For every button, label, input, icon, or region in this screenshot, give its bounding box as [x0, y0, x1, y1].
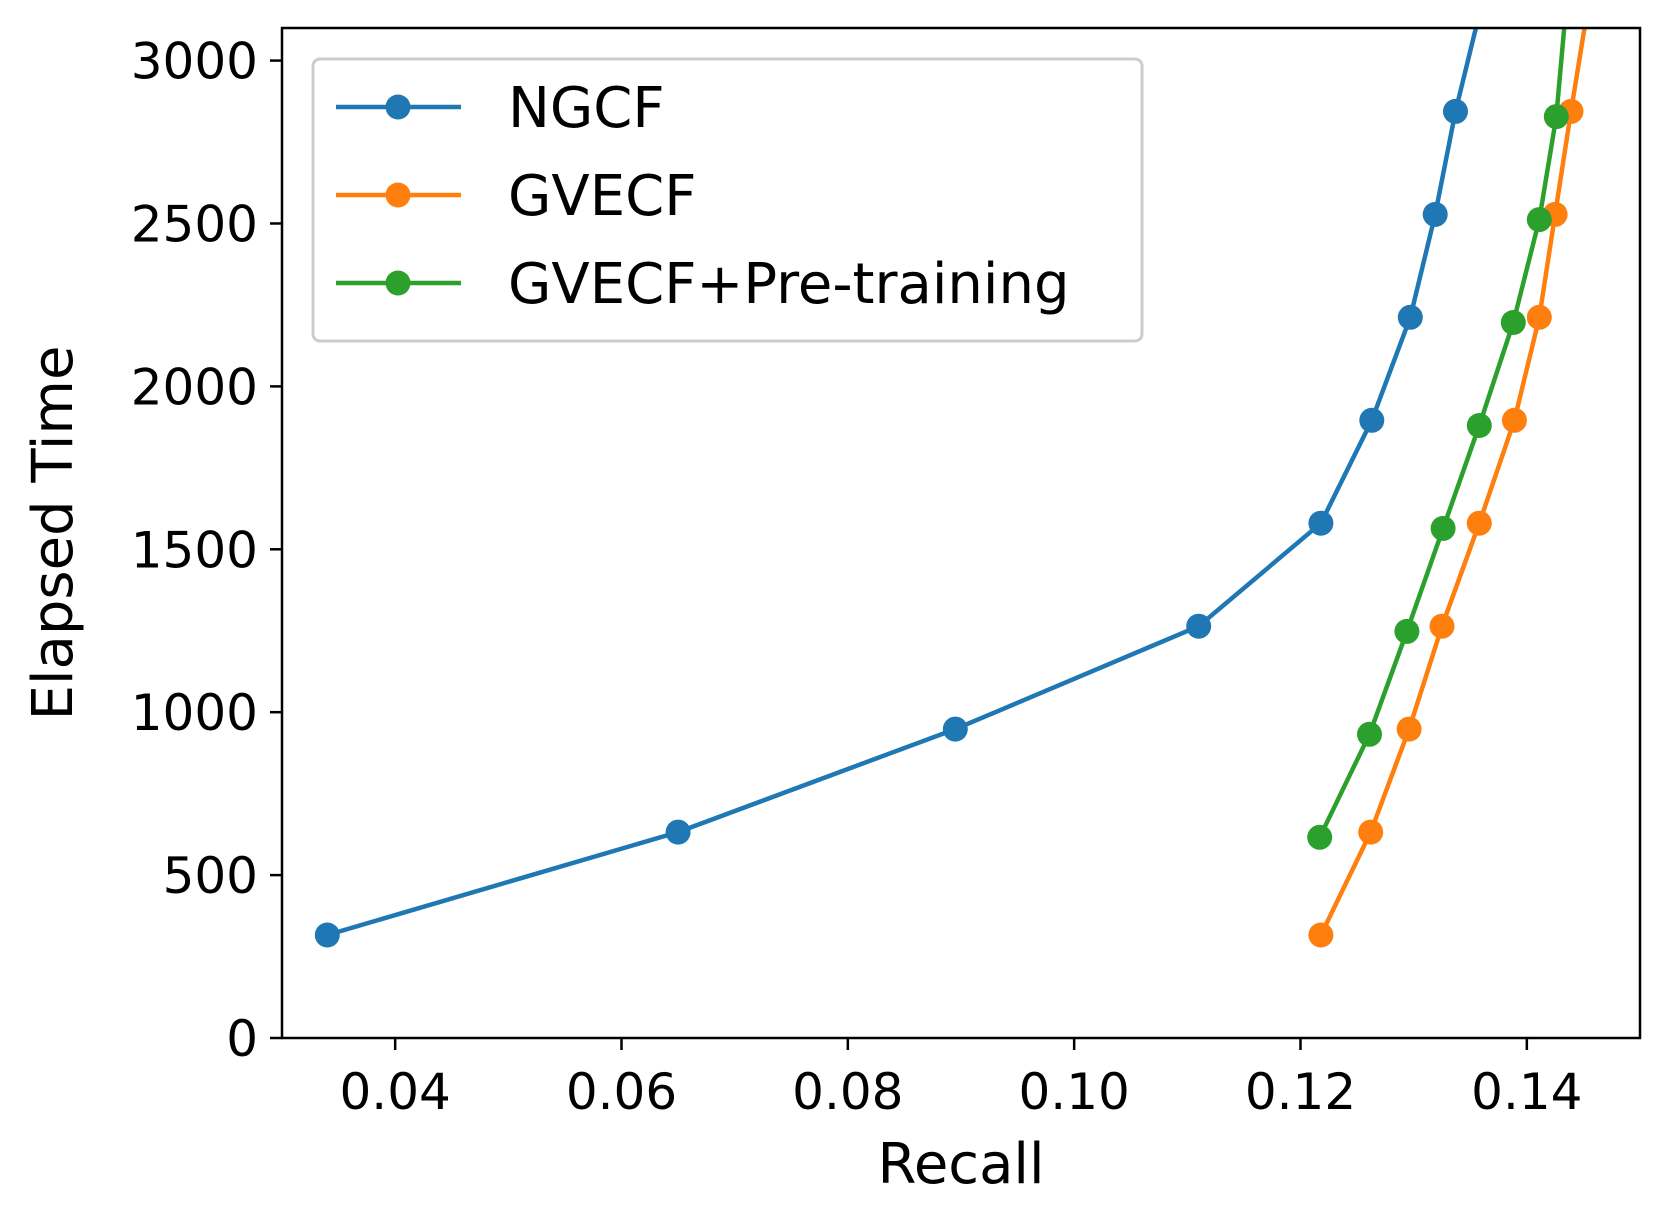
y-axis-title: Elapsed Time [21, 346, 86, 721]
series-0-point-6 [1397, 304, 1423, 330]
series-1-point-6 [1526, 304, 1552, 330]
series-1-point-3 [1429, 613, 1455, 639]
y-tick-label-3: 1500 [131, 521, 258, 579]
series-1-point-2 [1396, 716, 1422, 742]
series-0-point-8 [1443, 98, 1468, 124]
x-tick-label-0: 0.04 [340, 1063, 451, 1121]
legend-marker-0 [385, 94, 411, 120]
y-tick-label-1: 500 [163, 847, 258, 905]
series-2-point-6 [1526, 207, 1552, 233]
y-tick-label-2: 1000 [131, 684, 258, 742]
legend-label-1: GVECF [508, 164, 696, 229]
series-1-point-5 [1501, 407, 1527, 433]
x-tick-label-2: 0.08 [792, 1063, 903, 1121]
x-tick-label-1: 0.06 [566, 1063, 677, 1121]
series-0-point-0 [314, 922, 340, 948]
legend-frame [311, 57, 1144, 343]
legend: NGCF GVECF GVECF+Pre-training [311, 57, 1144, 343]
series-0-point-5 [1359, 407, 1385, 433]
legend-marker-1 [385, 182, 411, 208]
x-axis-title: Recall [877, 1132, 1044, 1197]
series-0-point-2 [942, 716, 968, 742]
series-0-point-7 [1422, 201, 1448, 227]
y-tick-label-0: 0 [226, 1010, 258, 1068]
y-tick-label-6: 3000 [131, 33, 258, 91]
series-line-0 [325, 28, 1479, 938]
series-2-point-7 [1543, 104, 1569, 130]
legend-marker-2 [385, 270, 411, 296]
series-line-1 [1318, 28, 1587, 938]
series-1-point-0 [1308, 922, 1334, 948]
series-2-point-3 [1430, 515, 1456, 541]
legend-label-2: GVECF+Pre-training [508, 252, 1070, 317]
x-tick-label-3: 0.10 [1019, 1063, 1130, 1121]
series-layer [314, 28, 1587, 948]
x-tick-label-5: 0.14 [1471, 1063, 1582, 1121]
legend-label-0: NGCF [508, 76, 665, 141]
y-tick-label-5: 2500 [131, 195, 258, 253]
x-tick-label-4: 0.12 [1245, 1063, 1356, 1121]
series-2-point-0 [1307, 824, 1333, 850]
y-tick-label-4: 2000 [131, 358, 258, 416]
series-2-point-1 [1357, 721, 1382, 747]
series-2-point-5 [1500, 310, 1526, 335]
series-0-point-1 [665, 819, 691, 845]
series-0-point-3 [1186, 613, 1212, 639]
series-1-point-1 [1358, 819, 1384, 845]
series-2-point-2 [1394, 618, 1420, 644]
series-1-point-4 [1466, 510, 1492, 536]
series-2-point-4 [1466, 413, 1492, 438]
axes-frame [280, 26, 1642, 1040]
series-0-point-4 [1308, 510, 1334, 536]
axes-layer: 0.04 0.06 0.08 0.10 0.12 0.14 0 500 1000 1500 2000… [131, 26, 1642, 1121]
